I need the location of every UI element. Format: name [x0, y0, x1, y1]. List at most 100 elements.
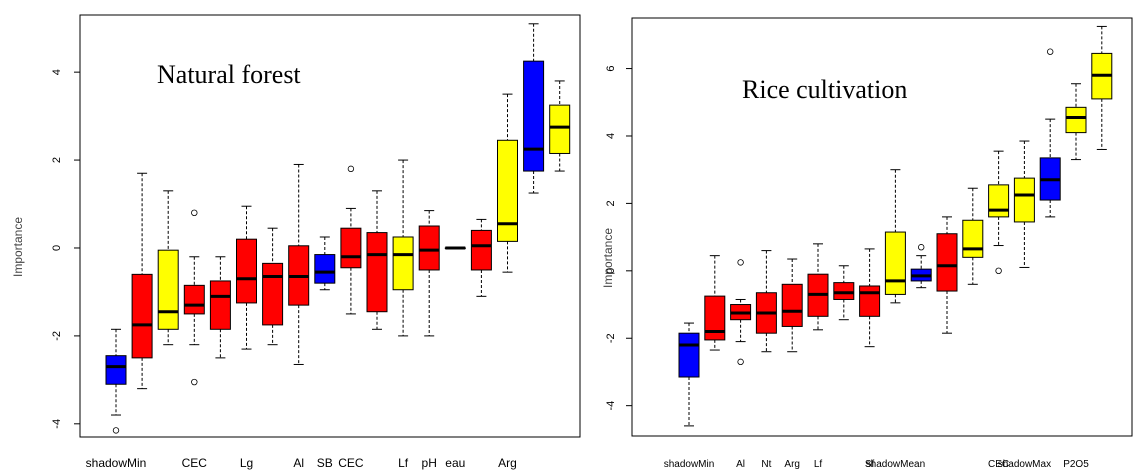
x-tick-label: shadowMin: [664, 459, 715, 470]
x-tick-label: SB: [317, 456, 333, 470]
y-tick-label: -2: [605, 333, 617, 343]
x-tick-label: Arg: [498, 456, 517, 470]
x-tick-label: Lf: [398, 456, 409, 470]
x-tick-label: pH: [422, 456, 437, 470]
box-12: [418, 210, 440, 337]
y-axis-ticks: -4 -2 0 2 4 6: [605, 66, 632, 411]
box-2: [730, 259, 752, 366]
box-body: [678, 332, 700, 378]
outlier-point: [347, 165, 355, 173]
box-body: [523, 60, 545, 172]
outlier-point: [112, 427, 120, 434]
y-tick-label: 0: [605, 268, 617, 274]
box-14: [470, 218, 492, 297]
box-body: [366, 232, 388, 313]
y-tick-label: -4: [51, 419, 63, 429]
x-tick-label: Al: [293, 456, 304, 470]
y-tick-label: 2: [605, 200, 617, 206]
x-tick-label: CEC: [338, 456, 364, 470]
box-body: [781, 283, 803, 327]
box-body: [314, 254, 336, 284]
y-axis-ticks: -4 -2 0 2 4: [51, 69, 80, 429]
x-tick-label: shadowMean: [866, 459, 925, 470]
outlier-point: [737, 358, 744, 366]
box-17: [549, 80, 571, 172]
outlier-point: [1046, 48, 1054, 55]
box-body: [209, 280, 231, 330]
y-tick-label: -4: [605, 401, 617, 411]
x-tick-label: P2O5: [1063, 459, 1089, 470]
x-tick-label: Arg: [784, 459, 800, 470]
y-tick-label: -2: [51, 331, 63, 341]
box-14: [1039, 48, 1061, 218]
box-body: [418, 225, 440, 271]
box-8: [884, 169, 906, 304]
outlier-point: [191, 209, 198, 217]
y-tick-label: 6: [605, 66, 617, 72]
box-body: [236, 238, 257, 304]
box-body: [859, 285, 881, 317]
box-4: [781, 258, 803, 353]
y-tick-label: 2: [51, 157, 63, 163]
box-body: [704, 295, 726, 341]
box-11: [962, 187, 984, 285]
box-1: [131, 172, 153, 390]
box-16: [1091, 25, 1113, 150]
box-8: [314, 236, 336, 291]
box-body: [962, 219, 984, 258]
box-body: [833, 282, 855, 300]
x-tick-label: Al: [736, 459, 745, 470]
box-9: [910, 244, 932, 289]
box-body: [131, 273, 153, 359]
outlier-point: [191, 378, 198, 386]
boxplot-series: [678, 25, 1113, 427]
box-body: [470, 229, 492, 271]
box-3: [183, 209, 205, 386]
outlier-point: [737, 259, 744, 266]
box-body: [105, 355, 127, 385]
x-tick-label: eau: [445, 456, 465, 470]
rice-cultivation-panel: Importance Rice cultivation -4 -2 0 2 4 6 sha…: [601, 17, 1133, 470]
natural-forest-panel: Importance Natural forest -4 -2 0 2 4 shadow…: [11, 14, 581, 470]
box-15: [1065, 83, 1087, 161]
box-5: [807, 243, 829, 331]
box-body: [340, 227, 362, 269]
box-10: [936, 216, 958, 334]
box-body: [936, 233, 958, 292]
box-body: [1065, 106, 1087, 134]
box-body: [497, 139, 518, 242]
panel-annotation: Natural forest: [157, 60, 301, 89]
box-body: [884, 231, 906, 295]
box-10: [366, 190, 388, 330]
x-tick-label: shadowMax: [998, 459, 1051, 470]
box-0: [678, 322, 700, 427]
y-tick-label: 4: [51, 69, 63, 75]
box-1: [704, 255, 726, 351]
y-tick-label: 4: [605, 133, 617, 139]
x-tick-label: Nt: [761, 459, 771, 470]
box-body: [262, 262, 284, 326]
box-16: [523, 23, 545, 194]
box-6: [833, 265, 855, 321]
box-body: [157, 249, 179, 330]
outlier-point: [918, 244, 925, 251]
box-body: [1013, 177, 1035, 223]
box-6: [262, 227, 284, 346]
box-body: [549, 104, 571, 154]
box-2: [157, 190, 179, 346]
box-body: [988, 184, 1010, 218]
box-15: [497, 93, 518, 273]
outlier-point: [995, 267, 1002, 275]
plot-frame: [79, 14, 581, 438]
box-13: [1013, 140, 1035, 268]
box-9: [340, 165, 362, 315]
box-body: [183, 284, 205, 315]
y-tick-label: 0: [51, 245, 63, 251]
box-3: [755, 250, 777, 353]
box-13: [444, 246, 466, 250]
x-tick-label: CEC: [182, 456, 208, 470]
box-5: [236, 205, 257, 350]
box-0: [105, 328, 127, 434]
